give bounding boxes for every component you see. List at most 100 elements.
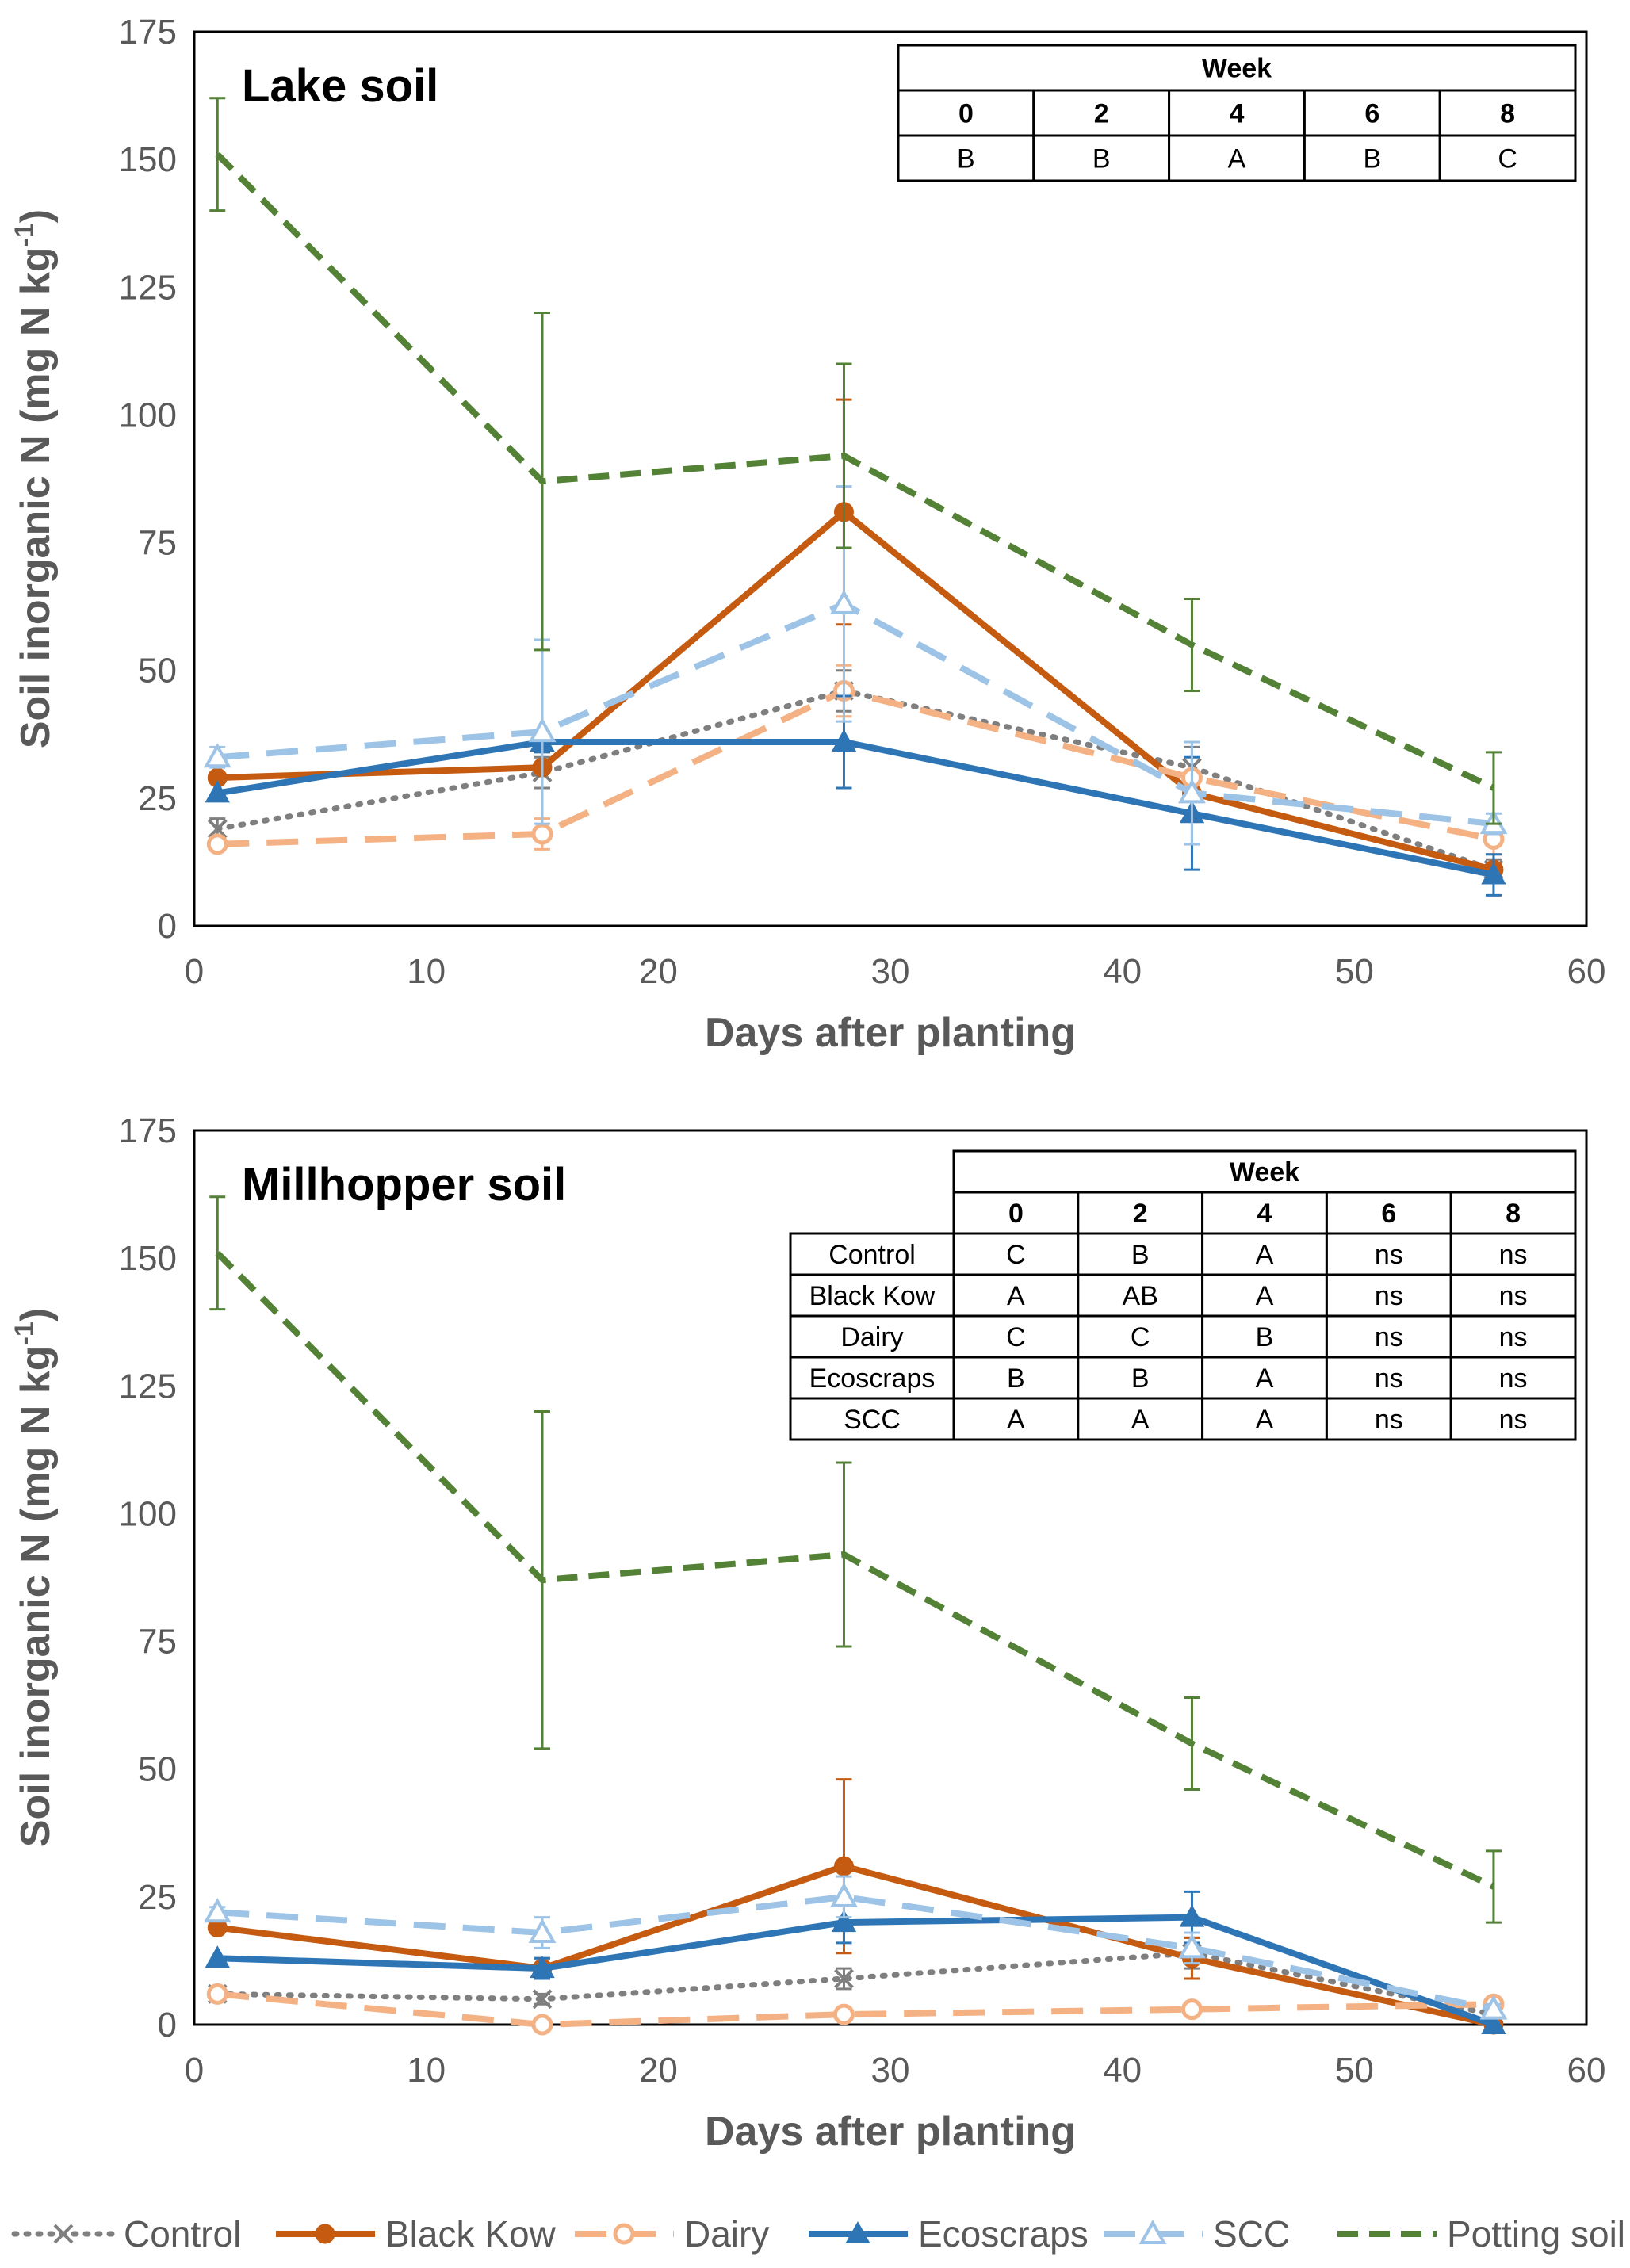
table-cell: C: [1006, 1322, 1026, 1352]
table-week-label: 0: [1008, 1199, 1024, 1229]
table-cell: B: [1131, 1363, 1150, 1394]
legend-item-potting-soil: Potting soil: [1337, 2213, 1625, 2255]
table-cell-box: [952, 1149, 1577, 1194]
y-tick-label: 75: [138, 524, 177, 563]
y-tick-label: 150: [119, 1239, 177, 1278]
legend-label: Control: [124, 2213, 241, 2255]
x-tick-label: 40: [1103, 952, 1142, 991]
plot-area-frame: [193, 1129, 1588, 2026]
table-cell-box: [1201, 1314, 1328, 1359]
x-tick-label: 10: [407, 952, 446, 991]
legend-item-control: Control: [11, 2213, 241, 2255]
series-line: [215, 1250, 1495, 1890]
data-point: [531, 2014, 553, 2036]
table-header-week: Week: [1230, 1157, 1299, 1188]
table-cell-box: [1438, 134, 1577, 182]
table-cell-box: [952, 1273, 1080, 1318]
y-tick-label: 100: [119, 396, 177, 434]
y-axis-title: Soil inorganic N (mg N kg-1): [10, 209, 59, 748]
series-line: [216, 600, 1494, 828]
data-point: [205, 1945, 230, 1968]
table-cell-box: [1168, 89, 1306, 137]
panel-title: Millhopper soil: [242, 1159, 566, 1210]
series-line: [216, 1863, 1494, 2028]
table-cell-box: [897, 44, 1577, 92]
x-tick-label: 0: [185, 952, 204, 991]
table-cell: C: [1498, 144, 1517, 174]
table-cell-box: [1325, 1397, 1452, 1441]
table-row-label: SCC: [844, 1405, 901, 1435]
table-cell-box: [1077, 1397, 1204, 1441]
y-axis-title-end: ): [13, 209, 59, 223]
series-line: [217, 1893, 1494, 2013]
x-axis-title: Days after planting: [705, 1010, 1076, 1056]
data-point: [530, 1956, 555, 1979]
legend-marker: [53, 2224, 74, 2244]
table-cell: C: [1131, 1322, 1150, 1352]
table-week-label: 8: [1500, 99, 1515, 129]
y-tick-label: 175: [119, 1111, 177, 1150]
significance-table: Week 0 2 4 6 8 B B A B C: [897, 44, 1577, 182]
series-line: [216, 1991, 1494, 2028]
table-week-label: 0: [958, 99, 974, 129]
legend-marker: [315, 2224, 335, 2244]
x-tick-label: 50: [1335, 2051, 1374, 2090]
panel-title: Lake soil: [242, 60, 438, 112]
y-tick-label: 50: [138, 652, 177, 690]
y-tick-label: 150: [119, 140, 177, 179]
table-row-label: Ecoscraps: [809, 1363, 936, 1394]
legend-marker: [613, 2223, 635, 2245]
table-cell-box: [952, 1356, 1080, 1400]
legend-label: Potting soil: [1447, 2213, 1625, 2255]
table-cell-box: [1325, 1232, 1452, 1276]
data-point: [531, 823, 553, 845]
legend-label: Dairy: [684, 2213, 769, 2255]
legend: Control Black Kow Dairy Ecoscraps SCC Potting…: [11, 2213, 1625, 2255]
table-cell-box: [1032, 134, 1171, 182]
data-point: [1479, 1995, 1508, 2020]
legend-label: Black Kow: [385, 2213, 557, 2255]
table-cell: ns: [1375, 1322, 1403, 1352]
table-cell: B: [1131, 1240, 1150, 1270]
table-week-label: 6: [1364, 99, 1379, 129]
x-tick-label: 60: [1567, 952, 1606, 991]
data-point: [831, 729, 857, 752]
data-point: [206, 833, 228, 855]
y-tick-label: 25: [138, 779, 177, 818]
table-cell: ns: [1499, 1363, 1528, 1394]
data-point: [1180, 1998, 1203, 2021]
error-bar: [209, 1195, 226, 1311]
legend-marker: [845, 2220, 870, 2243]
table-cell-box: [1201, 1356, 1328, 1400]
table-cell-box: [1077, 1191, 1204, 1235]
table-cell: ns: [1499, 1281, 1528, 1311]
table-cell: B: [957, 144, 975, 174]
data-point: [532, 1989, 553, 2010]
x-tick-label: 40: [1103, 2051, 1142, 2090]
table-header-week: Week: [1202, 54, 1272, 84]
data-point: [830, 589, 858, 614]
legend-item-ecoscraps: Ecoscraps: [809, 2213, 1089, 2255]
table-cell-box: [789, 1273, 955, 1318]
series-dairy: [206, 1983, 1505, 2036]
table-cell-box: [1449, 1397, 1577, 1441]
table-cell: B: [1007, 1363, 1025, 1394]
table-cell: ns: [1375, 1363, 1403, 1394]
table-cell: A: [1228, 144, 1246, 174]
table-cell: ns: [1499, 1240, 1528, 1270]
table-row-label: Dairy: [840, 1322, 903, 1352]
data-point: [1179, 1904, 1205, 1927]
x-tick-label: 30: [871, 952, 910, 991]
series-line: [215, 151, 1495, 791]
x-tick-label: 20: [639, 2051, 678, 2090]
table-cell: A: [1256, 1363, 1274, 1394]
series-potting-soil: [209, 1195, 1502, 1924]
table-cell-box: [1303, 89, 1441, 137]
y-tick-label: 125: [119, 1367, 177, 1406]
x-axis-title: Days after planting: [705, 2109, 1076, 2155]
data-point: [203, 743, 231, 768]
table-week-label: 6: [1381, 1199, 1396, 1229]
